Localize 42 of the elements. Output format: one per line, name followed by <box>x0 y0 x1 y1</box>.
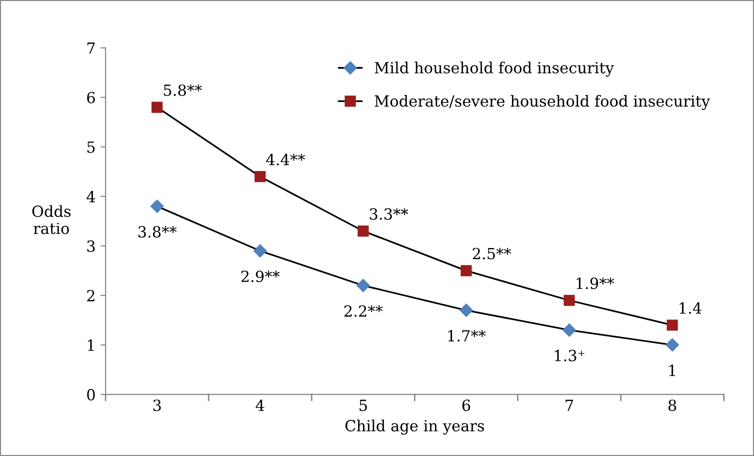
data-label: 2.5** <box>472 248 512 260</box>
data-label: 1.4 <box>680 302 702 314</box>
x-tick-label: 3 <box>153 400 161 412</box>
data-label: 2.9** <box>241 270 280 282</box>
y-tick-label: 2 <box>87 290 94 302</box>
point <box>666 338 679 352</box>
x-tick-label: 4 <box>256 400 264 411</box>
y-axis-title: Odds ratio <box>32 205 71 234</box>
x-tick-label: 7 <box>566 400 574 411</box>
x-tick-label: 5 <box>360 400 367 412</box>
data-label: 1.7** <box>448 330 486 342</box>
point <box>460 265 472 276</box>
point <box>564 294 575 306</box>
point <box>152 102 163 113</box>
data-label: 1 <box>669 364 676 376</box>
legend-label: Moderate/severe household food insecurity <box>374 94 710 110</box>
point <box>460 304 473 317</box>
point <box>562 323 576 337</box>
point <box>356 278 370 292</box>
y-tick-label: 6 <box>87 92 95 104</box>
data-label: 1.3⁺ <box>554 350 584 362</box>
x-tick-label: 8 <box>668 400 676 412</box>
data-label: 2.2** <box>344 305 383 317</box>
legend-label: Mild household food insecurity <box>374 62 614 77</box>
y-tick-label: 7 <box>87 42 95 54</box>
x-tick-label: 6 <box>462 400 470 412</box>
point <box>254 244 267 258</box>
y-tick-label: 1 <box>88 339 94 351</box>
y-tick-label: 0 <box>87 388 95 400</box>
point <box>150 200 164 213</box>
point <box>666 320 678 331</box>
y-tick-label: 4 <box>86 190 96 202</box>
y-tick-label: 3 <box>87 240 95 252</box>
data-label: 1.9** <box>576 278 614 290</box>
data-label: 3.3** <box>370 208 408 220</box>
y-tick-label: 5 <box>87 142 95 153</box>
point <box>254 171 266 182</box>
x-axis-title: Child age in years <box>345 420 484 435</box>
data-label: 4.4** <box>266 154 306 166</box>
point <box>358 226 369 237</box>
data-label: 5.8** <box>164 84 202 96</box>
data-label: 3.8** <box>138 226 177 238</box>
